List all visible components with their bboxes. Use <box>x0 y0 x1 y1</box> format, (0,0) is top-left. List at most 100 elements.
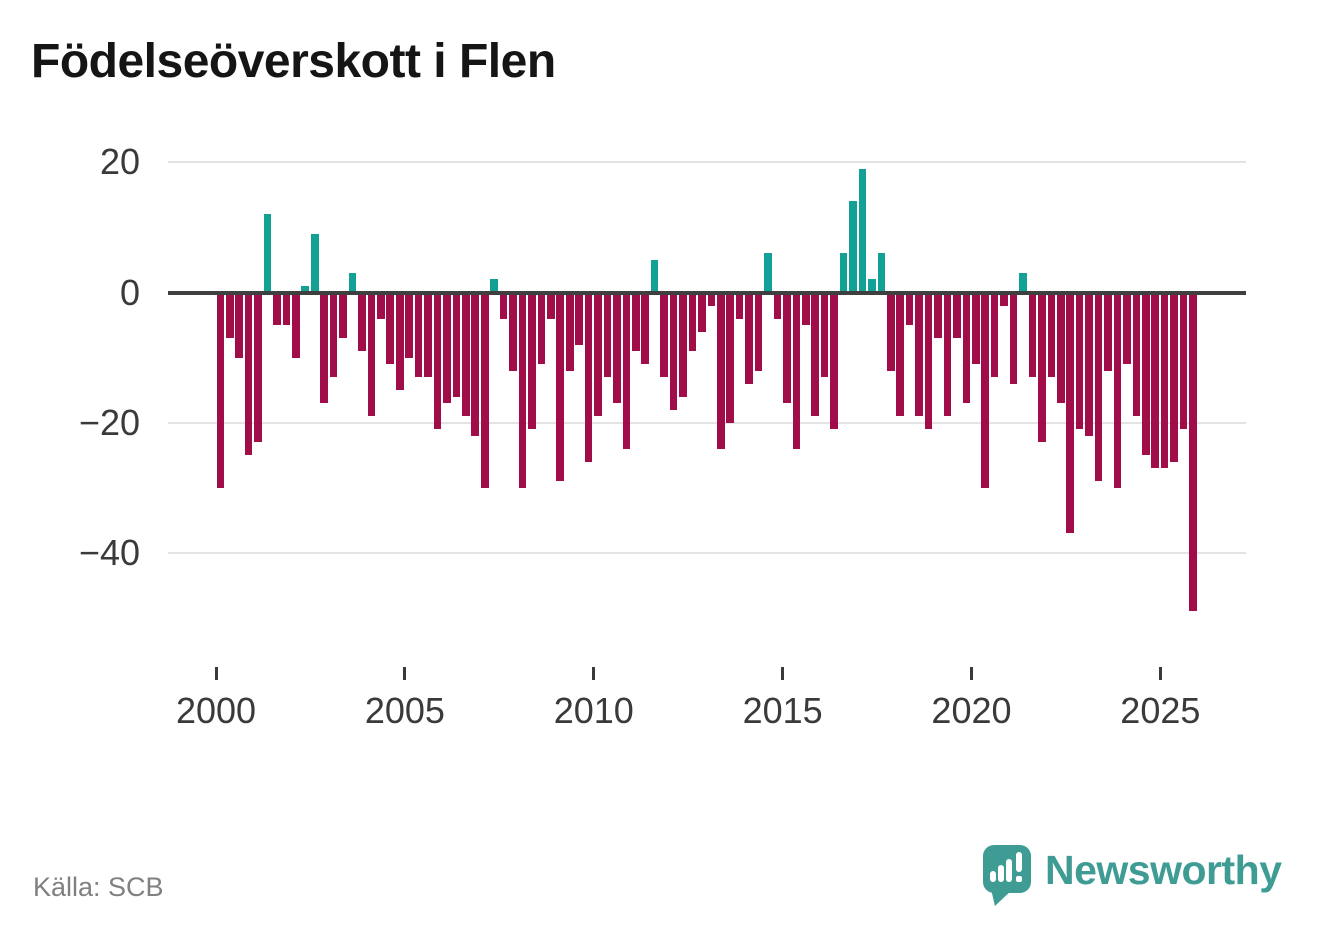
x-axis-tick-mark <box>781 667 785 680</box>
bar-2006-Q1 <box>443 292 451 404</box>
x-axis-zero-line <box>168 290 1246 295</box>
bar-2010-Q2 <box>603 292 612 378</box>
bar-2012-Q3 <box>688 292 697 352</box>
x-axis-tick-mark <box>969 667 973 680</box>
bar-2007-Q1 <box>480 292 489 488</box>
bar-2012-Q2 <box>679 292 687 397</box>
x-axis-tick-label: 2020 <box>931 690 1012 731</box>
bar-2021-Q1 <box>1009 292 1018 384</box>
bar-2015-Q1 <box>783 292 791 404</box>
bar-2001-Q1 <box>254 292 262 443</box>
bar-2004-Q4 <box>395 292 404 391</box>
bar-2023-Q1 <box>1085 292 1093 436</box>
x-axis-tick-label: 2000 <box>175 690 257 731</box>
bar-2010-Q3 <box>613 292 621 404</box>
bar-2009-Q4 <box>584 292 593 462</box>
logo-exclamation-icon <box>1016 876 1022 882</box>
bar-2001-Q4 <box>282 292 291 326</box>
bar-2008-Q4 <box>547 292 555 319</box>
bar-2016-Q2 <box>830 292 838 430</box>
y-axis-tick-label: 0 <box>119 271 140 313</box>
logo-bar-chart-icon <box>998 865 1004 882</box>
bar-2001-Q3 <box>273 292 281 326</box>
bar-2008-Q2 <box>528 292 536 430</box>
bar-2006-Q2 <box>452 292 461 397</box>
bar-2013-Q3 <box>726 292 735 423</box>
bar-2021-Q3 <box>1028 292 1037 378</box>
bar-2014-Q2 <box>754 292 763 371</box>
bar-2013-Q4 <box>735 292 744 319</box>
bar-2011-Q4 <box>660 292 668 378</box>
bar-2005-Q1 <box>405 292 413 358</box>
bar-2022-Q3 <box>1066 292 1074 534</box>
bar-2012-Q1 <box>669 292 678 410</box>
chart-title: Födelseöverskott i Flen <box>31 35 556 88</box>
bar-2022-Q1 <box>1047 292 1056 378</box>
bar-2016-Q4 <box>849 201 857 293</box>
bar-2020-Q3 <box>990 292 999 378</box>
bar-2017-Q3 <box>877 253 886 293</box>
y-axis-tick-label: −40 <box>78 531 140 573</box>
bar-2024-Q3 <box>1141 292 1150 456</box>
bar-2001-Q2 <box>263 214 272 293</box>
bar-2025-Q1 <box>1160 292 1169 469</box>
bar-2019-Q2 <box>943 292 952 417</box>
x-axis-tick-mark <box>1158 667 1162 680</box>
x-axis-tick-label: 2015 <box>742 690 823 731</box>
bar-2020-Q1 <box>971 292 980 365</box>
x-axis-tick-label: 2005 <box>364 690 445 731</box>
bar-2023-Q4 <box>1113 292 1122 488</box>
bar-2023-Q2 <box>1094 292 1103 482</box>
bar-2007-Q4 <box>509 292 517 371</box>
y-gridline <box>168 421 1246 424</box>
bar-2008-Q1 <box>518 292 527 488</box>
bar-2017-Q4 <box>886 292 895 371</box>
bar-2021-Q4 <box>1038 292 1046 443</box>
bar-2004-Q3 <box>386 292 395 365</box>
bar-2003-Q4 <box>358 292 366 352</box>
bar-2010-Q1 <box>594 292 602 417</box>
bar-2003-Q3 <box>348 272 357 293</box>
bar-2016-Q1 <box>820 292 829 378</box>
bar-2004-Q2 <box>377 292 385 319</box>
bar-2007-Q2 <box>490 279 498 293</box>
x-axis-tick-label: 2025 <box>1120 690 1201 731</box>
bar-2006-Q3 <box>462 292 470 417</box>
logo-exclamation-icon <box>1016 852 1022 872</box>
bar-2018-Q1 <box>896 292 905 417</box>
bar-2005-Q2 <box>414 292 423 378</box>
bar-2022-Q2 <box>1056 292 1065 404</box>
bar-2025-Q2 <box>1170 292 1178 462</box>
bar-2003-Q2 <box>339 292 347 339</box>
bar-2022-Q4 <box>1075 292 1084 430</box>
bar-2011-Q2 <box>641 292 650 365</box>
bar-2014-Q4 <box>773 292 782 319</box>
bar-2009-Q1 <box>556 292 565 482</box>
bar-2017-Q1 <box>858 168 867 293</box>
bar-2019-Q3 <box>953 292 961 339</box>
newsworthy-logo-icon <box>983 845 1031 893</box>
bar-2020-Q2 <box>981 292 990 488</box>
bar-2003-Q1 <box>329 292 338 378</box>
bar-2008-Q3 <box>537 292 546 365</box>
bar-2025-Q4 <box>1189 292 1197 612</box>
y-axis-tick-label: 20 <box>99 141 140 183</box>
bar-2013-Q1 <box>707 292 716 306</box>
bar-2020-Q4 <box>1000 292 1008 306</box>
bar-2002-Q3 <box>310 233 319 293</box>
logo-bar-chart-icon <box>1006 859 1012 882</box>
bar-2015-Q4 <box>811 292 820 417</box>
bar-2005-Q4 <box>433 292 442 430</box>
bar-2017-Q2 <box>868 279 876 293</box>
x-axis-tick-mark <box>592 667 596 680</box>
bar-2024-Q4 <box>1151 292 1159 469</box>
bar-2000-Q1 <box>216 292 225 488</box>
x-axis-tick-mark <box>403 667 407 680</box>
bar-2014-Q3 <box>764 253 772 293</box>
bar-2018-Q2 <box>905 292 914 326</box>
bar-2012-Q4 <box>698 292 706 332</box>
bar-2000-Q3 <box>235 292 243 358</box>
bar-2019-Q4 <box>962 292 971 404</box>
bar-2018-Q4 <box>924 292 933 430</box>
